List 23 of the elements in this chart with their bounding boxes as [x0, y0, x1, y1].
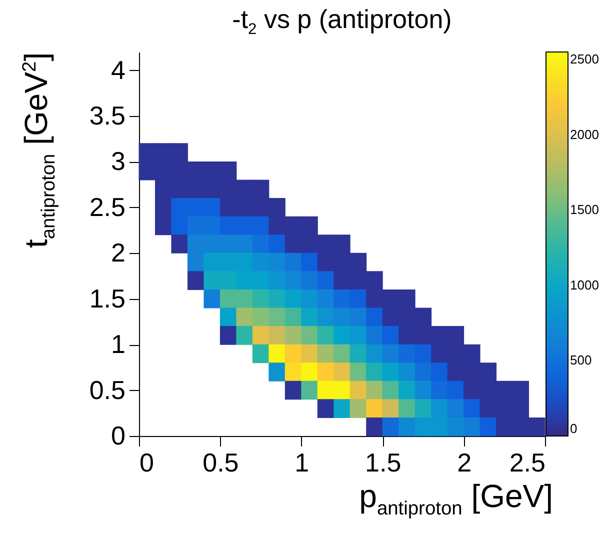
x-tick-label: 1.5: [365, 448, 402, 478]
x-axis-title: p$_{antiproton}$ [GeV]: [359, 478, 553, 520]
y-tick-label: 0: [111, 420, 126, 450]
x-tick-label: 1: [294, 448, 310, 478]
y-tick-label: 1: [111, 329, 126, 360]
y-tick-label: 2.5: [89, 192, 126, 222]
x-tick-label: 0: [140, 448, 154, 478]
chart-title: -t$_{2}$ vs p (antiproton): [231, 4, 453, 40]
y-tick-label: 0.5: [89, 374, 126, 405]
color-bar-label: 2000: [570, 126, 599, 142]
x-tick-label: 2: [457, 448, 472, 478]
y-tick-label: 3: [111, 146, 126, 176]
y-tick-label: 4: [111, 54, 126, 85]
color-bar-label: 500: [570, 352, 592, 368]
x-tick-label: 0.5: [202, 448, 239, 478]
x-tick-label: 2.5: [509, 448, 546, 478]
color-bar-label: 2500: [570, 52, 599, 67]
color-bar-label: 1500: [570, 202, 599, 218]
y-tick-label: 2: [111, 238, 126, 268]
color-bar-label: 1000: [570, 277, 599, 292]
color-bar-label: 0: [570, 421, 578, 436]
y-tick-label: 1.5: [89, 283, 126, 314]
y-tick-label: 3.5: [89, 100, 126, 130]
